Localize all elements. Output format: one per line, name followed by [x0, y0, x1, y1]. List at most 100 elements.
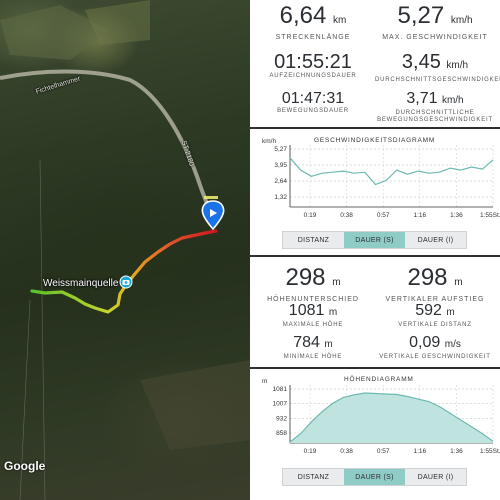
avg-speed-stat: 3,45 km/h DURCHSCHNITTSGESCHWINDIGKEIT: [375, 51, 500, 84]
elevation-diff-unit: m: [332, 277, 341, 288]
vertical-ascent-value: 298: [407, 264, 448, 291]
vertical-ascent-unit: m: [454, 277, 463, 288]
speed-chart[interactable]: km/h5,27 3,95 2,64 1,32 0:19 0:38 0:57 1:16 1:36…: [250, 129, 500, 224]
x-tick-label: 1:16: [413, 448, 426, 455]
vertical-ascent-stat: 298 m VERTIKALER AUFSTIEG: [375, 264, 495, 304]
series-line: [289, 157, 494, 186]
avg-moving-speed-unit: km/h: [441, 95, 464, 106]
avg-speed-value: 3,45: [401, 51, 441, 73]
max-height-stat: 1081 m MAXIMALE HÖHE: [258, 302, 368, 329]
max-height-label: MAXIMALE HÖHE: [282, 322, 344, 328]
elevation-diff-value: 298: [285, 264, 326, 291]
elevation-chart-tabs: DISTANZ DAUER (S) DAUER (I): [282, 468, 467, 486]
elevation-diff-stat: 298 m HÖHENUNTERSCHIED: [258, 264, 368, 304]
x-tick-label: 0:19: [304, 212, 317, 219]
route-track[interactable]: [30, 229, 218, 314]
field-area: [0, 5, 110, 60]
max-height-unit: m: [328, 307, 338, 318]
avg-moving-speed-value: 3,71: [406, 90, 438, 107]
x-tick-label: 1:16: [413, 212, 426, 219]
tab-duration-i[interactable]: DAUER (I): [417, 236, 454, 244]
stats-panel[interactable]: 6,64 km STRECKENLÄNGE 5,27 km/h MAX. GES…: [250, 0, 500, 500]
x-tick-label: 1:55St.M: [480, 448, 500, 455]
elevation-chart[interactable]: m 1081 1007 932 858 0:19 0:38 0:57 1:16 1:36 1:55S…: [250, 369, 500, 464]
series-line: [289, 392, 494, 443]
vertical-speed-stat: 0,09 m/s VERTIKALE GESCHWINDIGKEIT: [375, 334, 495, 361]
max-height-value: 1081: [288, 302, 325, 319]
distance-value: 6,64: [279, 2, 327, 29]
speed-marker-badge: [204, 196, 218, 199]
avg-moving-speed-stat: 3,71 km/h DURCHSCHNITTLICHE BEWEGUNGSGES…: [375, 90, 495, 124]
moving-time-value: 01:47:31: [281, 90, 345, 107]
google-logo: Google: [4, 459, 46, 473]
map-view[interactable]: Fichtelhammer ST 2180 Weissmainquelle Go…: [0, 0, 250, 500]
vertical-speed-unit: m/s: [444, 339, 461, 350]
y-tick-label: 932: [276, 415, 287, 422]
distance-unit: km: [333, 15, 347, 26]
map-overlay: [0, 0, 250, 500]
y-tick-label: 858: [276, 430, 287, 437]
vertical-speed-value: 0,09: [409, 334, 441, 351]
x-tick-label: 1:36: [450, 212, 463, 219]
tab-duration-s[interactable]: DAUER (S): [344, 232, 405, 248]
avg-speed-unit: km/h: [446, 60, 469, 71]
min-height-value: 784: [293, 334, 320, 351]
speed-chart-tabs: DISTANZ DAUER (S) DAUER (I): [282, 231, 467, 249]
x-tick-label: 0:38: [340, 212, 353, 219]
vertical-distance-label: VERTIKALE DISTANZ: [398, 322, 472, 328]
y-tick-label: 5,27: [274, 146, 287, 153]
vertical-distance-unit: m: [446, 307, 455, 318]
field-area: [85, 0, 150, 45]
tab-duration-s[interactable]: DAUER (S): [344, 469, 405, 485]
elevation-chart-section: HÖHENDIAGRAMM m 1081 1007 932 858 0:19 0:38 0:5…: [250, 369, 500, 500]
tab-duration-i[interactable]: DAUER (I): [417, 473, 454, 481]
y-tick-label: 1007: [273, 401, 288, 408]
y-unit-label: m: [262, 378, 267, 385]
field-area: [140, 360, 250, 450]
speed-stats-section: 6,64 km STRECKENLÄNGE 5,27 km/h MAX. GES…: [250, 0, 500, 127]
recording-time-label: AUFZEICHNUNGSDAUER: [269, 73, 357, 79]
recording-time-value: 01:55:21: [274, 51, 352, 73]
tab-distance[interactable]: DISTANZ: [297, 473, 330, 481]
x-tick-label: 0:38: [340, 448, 353, 455]
elevation-diff-label: HÖHENUNTERSCHIED: [267, 296, 359, 303]
avg-speed-label: DURCHSCHNITTSGESCHWINDIGKEIT: [375, 77, 500, 83]
vertical-distance-stat: 592 m VERTIKALE DISTANZ: [375, 302, 495, 329]
min-height-stat: 784 m MINIMALE HÖHE: [258, 334, 368, 361]
play-location-pin-icon[interactable]: [201, 200, 225, 231]
place-label[interactable]: Weissmainquelle: [43, 278, 119, 289]
camera-icon[interactable]: [119, 275, 133, 289]
y-tick-label: 1,32: [274, 194, 287, 201]
x-tick-label: 0:57: [377, 212, 390, 219]
x-tick-label: 0:57: [377, 448, 390, 455]
x-tick-label: 0:19: [304, 448, 317, 455]
recording-time-stat: 01:55:21 AUFZEICHNUNGSDAUER: [258, 51, 368, 80]
avg-moving-speed-label-2: BEWEGUNGSGESCHWINDIGKEIT: [377, 117, 493, 123]
x-tick-label: 1:55St.M: [480, 212, 500, 219]
elevation-chart-title: HÖHENDIAGRAMM: [344, 376, 414, 383]
min-height-unit: m: [324, 339, 333, 350]
vertical-ascent-label: VERTIKALER AUFSTIEG: [385, 296, 485, 303]
max-speed-stat: 5,27 km/h MAX. GESCHWINDIGKEIT: [375, 2, 495, 42]
max-speed-label: MAX. GESCHWINDIGKEIT: [382, 34, 488, 41]
area-fill: [290, 393, 493, 443]
distance-label: STRECKENLÄNGE: [275, 34, 351, 41]
altitude-stats-section: 298 m HÖHENUNTERSCHIED 298 m VERTIKALER …: [250, 257, 500, 367]
avg-moving-speed-label-1: DURCHSCHNITTLICHE: [395, 110, 475, 116]
track-line: [39, 159, 46, 500]
tab-distance[interactable]: DISTANZ: [297, 236, 330, 244]
track-line: [19, 299, 31, 500]
vertical-speed-label: VERTIKALE GESCHWINDIGKEIT: [379, 354, 491, 360]
distance-stat: 6,64 km STRECKENLÄNGE: [258, 2, 368, 42]
y-tick-label: 2,64: [274, 178, 287, 185]
moving-time-stat: 01:47:31 BEWEGUNGSDAUER: [258, 90, 368, 115]
moving-time-label: BEWEGUNGSDAUER: [277, 108, 349, 114]
y-tick-label: 1081: [273, 386, 288, 393]
vertical-distance-value: 592: [415, 302, 442, 319]
y-tick-label: 3,95: [274, 162, 287, 169]
speed-chart-section: GESCHWINDIGKEITSDIAGRAMM km/h 5,27 3,95 2,6…: [250, 129, 500, 255]
speed-chart-title: GESCHWINDIGKEITSDIAGRAMM: [314, 137, 436, 144]
x-tick-label: 1:36: [450, 448, 463, 455]
y-unit-label: km/h: [262, 138, 276, 145]
max-speed-value: 5,27: [397, 2, 445, 29]
